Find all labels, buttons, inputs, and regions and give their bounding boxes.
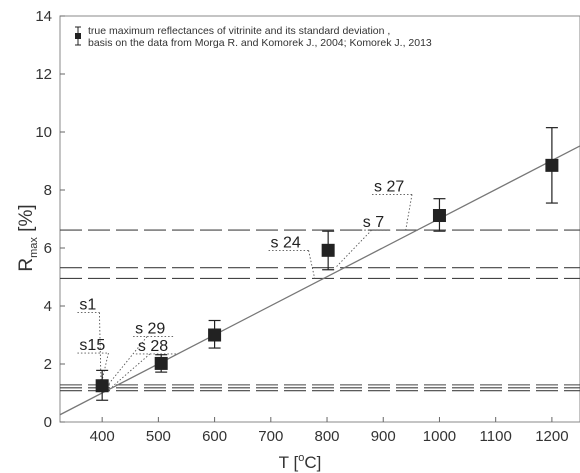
data-point [154,356,168,370]
x-tick-label: 500 [146,428,171,445]
legend-line-1: true maximum reflectances of vitrinite a… [88,25,390,37]
x-axis-label-tail: C] [304,453,321,472]
x-tick-label: 1100 [480,428,512,445]
data-point [95,379,109,393]
annotation-leader [98,312,102,385]
data-point [545,158,559,172]
legend-marker [75,33,81,39]
legend-line-2: basis on the data from Morga R. and Komo… [88,37,432,49]
y-axis-label-tail: [%] [16,204,37,237]
legend: true maximum reflectances of vitrinite a… [75,25,432,49]
annotation-leader [335,229,372,269]
x-tick-label: 600 [202,428,227,445]
annotation-leader [111,353,151,387]
x-tick-label: 1200 [535,428,568,445]
fit-line [59,145,580,416]
x-axis-label-main: T [ [279,453,299,472]
y-axis-label-main: R [16,258,37,272]
x-axis-label: T [oC] [279,452,322,472]
y-tick-label: 6 [44,240,52,257]
data-point [208,328,222,342]
y-tick-label: 4 [44,298,52,315]
plot-area [59,15,580,423]
annotation-label: s 7 [363,214,384,231]
y-tick-label: 14 [35,8,52,25]
x-axis-label-sup: o [298,452,304,464]
x-tick-label: 1000 [423,428,456,445]
annotation-leader [308,250,316,279]
y-tick-label: 2 [44,356,52,373]
annotation-label: s15 [79,337,105,354]
annotation-leader [99,352,109,390]
annotation-leader [405,194,413,231]
annotation-label: s 24 [271,234,301,251]
x-tick-label: 800 [315,428,340,445]
x-tick-label: 900 [371,428,396,445]
y-tick-label: 12 [35,66,52,83]
y-tick-label: 0 [44,414,52,431]
y-tick-label: 8 [44,182,52,199]
y-tick-label: 10 [35,124,52,141]
x-tick-label: 400 [90,428,115,445]
annotation-label: s 28 [138,338,168,355]
y-axis-label-sub: max [28,237,40,258]
y-axis-label: Rmax [%] [16,204,40,271]
data-point [432,209,446,223]
annotation-label: s 29 [135,321,165,338]
annotation-label: s1 [79,296,96,313]
x-tick-label: 700 [258,428,283,445]
data-point [321,243,335,257]
annotation-label: s 27 [374,178,404,195]
